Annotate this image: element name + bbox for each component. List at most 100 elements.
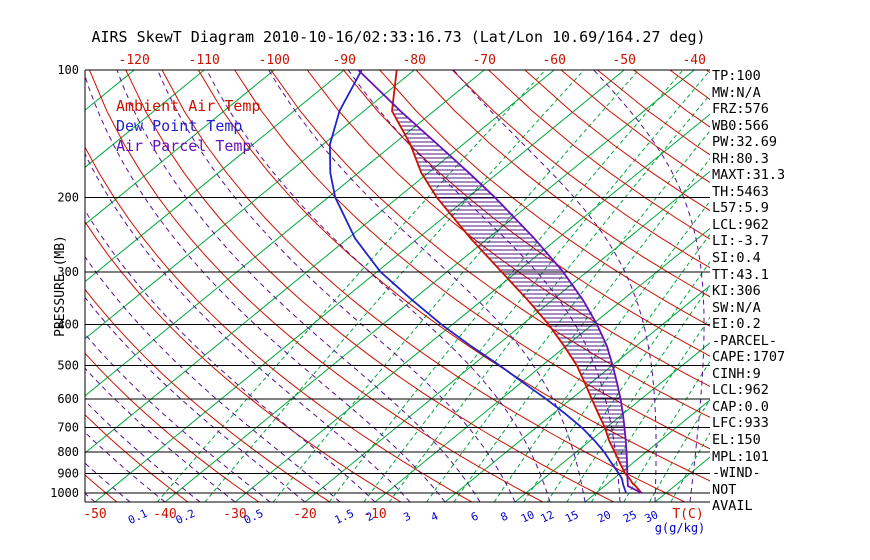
stats-line: -WIND-	[712, 465, 761, 482]
dry-adiabat-line	[379, 70, 710, 327]
plot-grid	[0, 70, 870, 502]
stats-line: TT:43.1	[712, 266, 769, 283]
pressure-tick-label: 500	[57, 359, 79, 373]
bottom-temp-tick-label: -10	[363, 507, 386, 522]
stats-line: SI:0.4	[712, 250, 761, 267]
mixing-ratio-tick-label: 25	[621, 508, 639, 525]
isotherm-line	[85, 70, 275, 226]
mixing-ratio-tick-label: 4	[429, 509, 441, 524]
moist-adiabat-line	[85, 492, 96, 502]
stats-line: MW:N/A	[712, 84, 761, 101]
isotherm-line	[444, 285, 710, 502]
moist-adiabat-line	[116, 70, 481, 502]
dewpoint-curve	[328, 70, 627, 494]
mixing-ratio-line	[566, 285, 710, 502]
pressure-tick-label: 600	[57, 392, 79, 406]
mixing-ratio-tick-label: 8	[498, 510, 509, 525]
dry-adiabat-line	[125, 70, 615, 502]
stats-line: AVAIL	[712, 498, 753, 515]
dry-adiabat-line	[85, 220, 402, 502]
dry-adiabat-line	[415, 70, 710, 298]
top-temp-tick-label: -110	[189, 53, 220, 68]
moist-adiabat-line	[85, 333, 271, 502]
moist-adiabat-line	[206, 70, 551, 502]
pressure-axis-label: PRESSURE (MB)	[53, 235, 68, 337]
page-title: AIRS SkewT Diagram 2010-10-16/02:33:16.7…	[91, 28, 706, 46]
dry-adiabat-line	[89, 70, 544, 502]
stats-line: CAPE:1707	[712, 349, 786, 366]
stats-line: RH:80.3	[712, 150, 769, 167]
stats-panel: TP:100 MW:N/A FRZ:576 WB0:566 PW:32.69 RH:80.…	[712, 68, 785, 515]
moist-adiabat-line	[85, 74, 446, 502]
dry-adiabat-line	[451, 70, 710, 269]
mixing-ratio-line	[493, 200, 710, 502]
isotherm-line	[514, 342, 710, 502]
isotherm-line	[94, 70, 625, 502]
top-temp-tick-label: -100	[259, 53, 290, 68]
top-temp-tick-label: -120	[119, 53, 150, 68]
moist-adiabat-line	[85, 462, 131, 502]
moist-adiabat-line	[268, 70, 586, 502]
legend-dew-point: Dew Point Temp	[116, 117, 243, 135]
stats-line: PW:32.69	[712, 134, 778, 151]
mixing-ratio-tick-label: 12	[539, 508, 557, 525]
dry-adiabat-line	[85, 414, 189, 502]
stats-line: EI:0.2	[712, 316, 761, 333]
cape-hatch-area	[392, 104, 628, 477]
stats-line: NOT	[712, 481, 737, 498]
mixing-ratio-line	[623, 360, 710, 502]
moist-adiabat-line	[593, 70, 705, 502]
moist-adiabat-line	[0, 70, 60, 502]
stats-line: TP:100	[712, 68, 761, 84]
mixing-ratio-tick-label: 0.1	[126, 507, 150, 527]
mixing-ratio-tick-label: 3	[401, 510, 412, 525]
dry-adiabat-line	[306, 70, 710, 388]
stats-line: EL:150	[712, 432, 761, 449]
dry-adiabat-line	[0, 70, 46, 502]
top-temp-tick-label: -60	[542, 53, 565, 68]
isotherm-line	[85, 70, 205, 168]
mixing-ratio-line	[546, 261, 710, 502]
mixing-ratio-line	[272, 70, 639, 502]
pressure-tick-label: 200	[57, 190, 79, 204]
bottom-temp-tick-label: -30	[223, 507, 246, 522]
mixing-ratio-tick-label: 1.5	[333, 507, 357, 527]
isotherm-line	[795, 70, 870, 502]
mixing-ratio-tick-label: 15	[563, 508, 581, 525]
moist-adiabat-line	[85, 152, 411, 502]
mixing-ratio-tick-label: 20	[596, 508, 614, 525]
stats-line: L57:5.9	[712, 200, 769, 217]
top-temp-tick-label: -80	[402, 53, 425, 68]
stats-line: KI:306	[712, 283, 761, 300]
isotherm-line	[85, 70, 555, 454]
stats-line: FRZ:576	[712, 101, 769, 118]
pressure-tick-label: 700	[57, 421, 79, 435]
chart-legend: Ambient Air Temp Dew Point Temp Air Parc…	[116, 96, 261, 156]
moist-adiabat-line	[157, 70, 516, 502]
stats-line: LCL:962	[712, 382, 769, 399]
dry-adiabat-line	[85, 352, 260, 502]
top-temp-tick-label: -90	[332, 53, 355, 68]
mixing-ratio-line	[426, 130, 710, 502]
temp-unit-label: T(C)	[672, 507, 703, 522]
moist-adiabat-line	[85, 256, 341, 502]
stats-line: TH:5463	[712, 183, 769, 200]
mixing-ratio-line	[453, 157, 710, 502]
mixing-ratio-line	[388, 93, 710, 502]
stats-line: LI:-3.7	[712, 233, 769, 250]
top-temp-tick-label: -40	[682, 53, 705, 68]
moist-adiabat-line	[85, 431, 166, 502]
dry-adiabat-line	[85, 288, 331, 502]
stats-line: CAP:0.0	[712, 398, 769, 415]
mixing-ratio-tick-label: 6	[469, 510, 480, 525]
isotherm-line	[85, 70, 485, 397]
bottom-temp-tick-label: -50	[83, 507, 106, 522]
legend-air-parcel: Air Parcel Temp	[116, 137, 252, 155]
mixing-ratio-tick-label: 0.2	[174, 507, 198, 527]
stats-line: LFC:933	[712, 415, 769, 432]
mixing-ratio-tick-label: 2	[364, 510, 375, 525]
stats-line: WB0:566	[712, 117, 769, 134]
dry-adiabat-line	[197, 70, 710, 482]
stats-line: MPL:101	[712, 448, 769, 465]
